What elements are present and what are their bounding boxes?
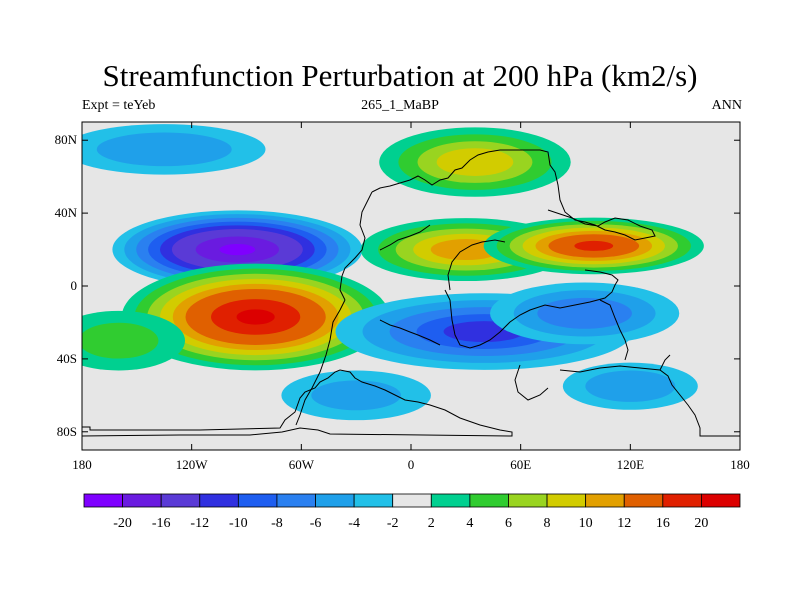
colorbar-swatch	[353, 493, 394, 508]
colorbar-swatch	[315, 493, 355, 508]
colorbar-swatch	[392, 493, 432, 508]
y-tick-label: 40S	[57, 351, 77, 366]
colorbar-label: 10	[579, 516, 593, 531]
colorbar-swatch	[508, 493, 548, 508]
colorbar-swatch	[160, 493, 201, 508]
colorbar-swatch	[469, 493, 509, 508]
anomaly-center	[562, 362, 698, 410]
colorbar-label: -16	[152, 516, 171, 531]
colorbar-swatch	[276, 493, 316, 508]
colorbar-swatch	[701, 493, 741, 508]
colorbar-label: 12	[617, 516, 631, 531]
colorbar-label: -12	[190, 516, 209, 531]
colorbar-label: -8	[271, 516, 283, 531]
contour-band	[537, 297, 632, 329]
colorbar-swatch	[585, 493, 625, 508]
x-tick-label: 60W	[289, 457, 315, 472]
contour-band	[436, 148, 514, 176]
continent-outlines	[82, 149, 740, 437]
contour-band	[96, 132, 232, 167]
season-label: ANN	[711, 98, 742, 113]
contour-band	[82, 322, 159, 359]
x-tick-label: 60E	[510, 457, 531, 472]
colorbar-swatch	[623, 493, 664, 508]
experiment-label: Expt = teYeb	[82, 98, 156, 113]
y-axis: 80N 40N 0 40S 80S	[55, 132, 740, 439]
y-tick-label: 0	[71, 278, 78, 293]
contour-band	[574, 240, 614, 251]
anomaly-center	[281, 370, 431, 421]
x-tick-label: 120W	[176, 457, 209, 472]
contour-band	[585, 370, 676, 402]
colorbar-swatch	[662, 493, 702, 508]
contour-band	[236, 309, 275, 325]
colorbar-swatch	[199, 493, 239, 508]
anomaly-center	[121, 263, 390, 371]
run-label: 265_1_MaBP	[361, 98, 439, 113]
colorbar-swatch	[83, 493, 123, 508]
y-tick-label: 40N	[55, 205, 78, 220]
anomaly-center	[490, 282, 680, 345]
contour-band	[311, 380, 402, 411]
colorbar-label: 2	[428, 516, 435, 531]
colorbar-label: -10	[229, 516, 248, 531]
y-tick-label: 80S	[57, 424, 77, 439]
colorbar-label: 16	[656, 516, 670, 531]
plot-area	[82, 122, 740, 450]
x-tick-label: 0	[408, 457, 415, 472]
colorbar-label: -2	[387, 516, 399, 531]
anomaly-center	[483, 217, 704, 275]
colorbar-label: 8	[544, 516, 551, 531]
x-axis: 180 120W 60W 0 60E 120E 180	[72, 122, 750, 472]
colorbar-label: 20	[694, 516, 708, 531]
anomaly-center	[82, 124, 266, 175]
colorbar-label: -20	[113, 516, 132, 531]
x-tick-label: 180	[730, 457, 750, 472]
colorbar-label: -6	[310, 516, 322, 531]
chart-title: Streamfunction Perturbation at 200 hPa (…	[102, 58, 698, 93]
contour-band	[219, 243, 256, 256]
anomaly-center	[379, 127, 571, 197]
colorbar-label: 4	[466, 516, 473, 531]
colorbar-swatch	[122, 493, 162, 508]
y-tick-label: 80N	[55, 132, 78, 147]
colorbar-label: -4	[348, 516, 360, 531]
colorbar-swatch	[430, 493, 471, 508]
colorbar-swatch	[546, 493, 587, 508]
colorbar: -20 -16 -12 -10 -8 -6 -4 -2 2 4 6 8 10 12 16 20	[83, 493, 741, 531]
colorbar-swatch	[237, 493, 278, 508]
anomaly-center	[82, 310, 186, 371]
contour-band	[430, 239, 501, 261]
x-tick-label: 120E	[617, 457, 645, 472]
x-tick-label: 180	[72, 457, 92, 472]
colorbar-label: 6	[505, 516, 512, 531]
